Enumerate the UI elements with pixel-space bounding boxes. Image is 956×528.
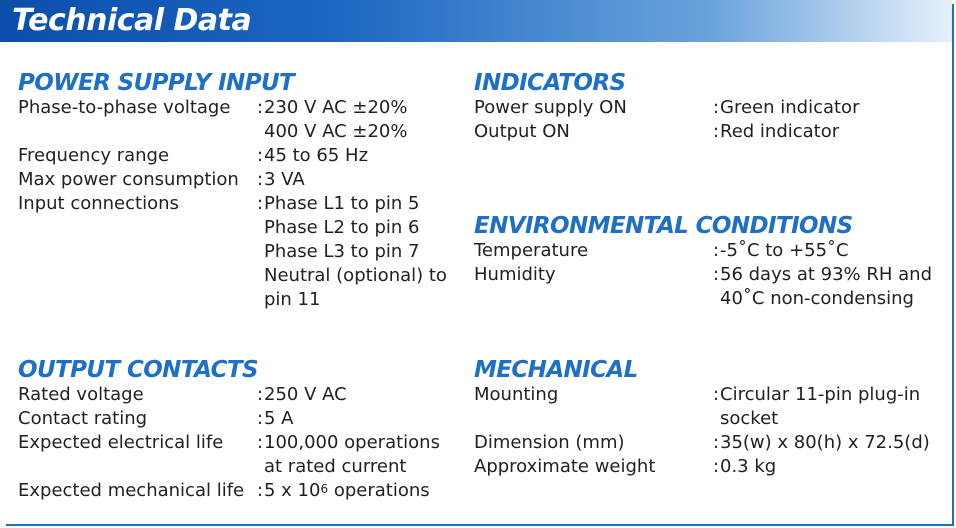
spec-label: Output ON bbox=[474, 121, 570, 142]
spec-row: Rated voltage : 250 V AC bbox=[18, 383, 440, 407]
colon: : bbox=[257, 384, 264, 405]
spec-value: -5˚C to +55˚C bbox=[720, 240, 849, 261]
spec-row: Power supply ON : Green indicator bbox=[474, 96, 859, 120]
spec-row: Humidity : 56 days at 93% RH and 40˚C no… bbox=[474, 263, 932, 311]
colon: : bbox=[257, 145, 264, 166]
spec-row: Temperature : -5˚C to +55˚C bbox=[474, 239, 932, 263]
title-banner: Technical Data bbox=[0, 0, 952, 42]
spec-sheet-frame bbox=[6, 4, 954, 526]
spec-row: Input connections : Phase L1 to pin 5 Ph… bbox=[18, 192, 447, 312]
spec-value: 230 V AC ±20% bbox=[264, 97, 408, 118]
colon: : bbox=[713, 264, 720, 285]
spec-label: Max power consumption bbox=[18, 169, 239, 190]
section-output-contacts: OUTPUT CONTACTS Rated voltage : 250 V AC… bbox=[18, 357, 440, 503]
spec-row: Expected electrical life : 100,000 opera… bbox=[18, 431, 440, 479]
spec-label: Dimension (mm) bbox=[474, 432, 625, 453]
spec-value: 400 V AC ±20% bbox=[264, 121, 408, 142]
section-indicators: INDICATORS Power supply ON : Green indic… bbox=[474, 70, 859, 144]
spec-value: 3 VA bbox=[264, 169, 305, 190]
spec-row: Output ON : Red indicator bbox=[474, 120, 859, 144]
spec-label: Expected electrical life bbox=[18, 432, 224, 453]
spec-value: 250 V AC bbox=[264, 384, 347, 405]
section-heading: OUTPUT CONTACTS bbox=[18, 357, 259, 383]
page-title: Technical Data bbox=[12, 3, 252, 38]
spec-value: 35(w) x 80(h) x 72.5(d) bbox=[720, 432, 930, 453]
spec-value: 100,000 operations bbox=[264, 432, 440, 453]
colon: : bbox=[713, 240, 720, 261]
colon: : bbox=[713, 97, 720, 118]
spec-row: Approximate weight : 0.3 kg bbox=[474, 455, 930, 479]
spec-row: Expected mechanical life : 5 x 106 opera… bbox=[18, 479, 440, 503]
section-mechanical: MECHANICAL Mounting : Circular 11-pin pl… bbox=[474, 357, 930, 479]
spec-value: pin 11 bbox=[264, 289, 321, 310]
spec-row: Dimension (mm) : 35(w) x 80(h) x 72.5(d) bbox=[474, 431, 930, 455]
spec-value: Neutral (optional) to bbox=[264, 265, 447, 286]
colon: : bbox=[257, 408, 264, 429]
spec-value-exponent: 6 bbox=[320, 482, 329, 496]
colon: : bbox=[257, 97, 264, 118]
spec-value-suffix: operations bbox=[328, 480, 430, 501]
colon: : bbox=[713, 432, 720, 453]
spec-label: Input connections bbox=[18, 193, 179, 214]
colon: : bbox=[713, 456, 720, 477]
spec-label: Temperature bbox=[474, 240, 589, 261]
spec-value: at rated current bbox=[264, 456, 407, 477]
colon: : bbox=[257, 193, 264, 214]
spec-value: socket bbox=[720, 408, 779, 429]
spec-value: 0.3 kg bbox=[720, 456, 777, 477]
spec-row: Max power consumption : 3 VA bbox=[18, 168, 447, 192]
spec-label: Humidity bbox=[474, 264, 556, 285]
colon: : bbox=[713, 121, 720, 142]
section-environmental-conditions: ENVIRONMENTAL CONDITIONS Temperature : -… bbox=[474, 213, 932, 311]
spec-value: 5 x 106 operations bbox=[264, 479, 430, 503]
spec-label: Contact rating bbox=[18, 408, 148, 429]
spec-value: Phase L3 to pin 7 bbox=[264, 241, 420, 262]
spec-row: Contact rating : 5 A bbox=[18, 407, 440, 431]
section-heading: MECHANICAL bbox=[474, 357, 638, 383]
spec-label: Power supply ON bbox=[474, 97, 627, 118]
colon: : bbox=[257, 169, 264, 190]
spec-value: Red indicator bbox=[720, 121, 840, 142]
spec-label: Mounting bbox=[474, 384, 559, 405]
colon: : bbox=[257, 432, 264, 453]
spec-value: Phase L2 to pin 6 bbox=[264, 217, 420, 238]
spec-row: Frequency range : 45 to 65 Hz bbox=[18, 144, 447, 168]
spec-value: 45 to 65 Hz bbox=[264, 145, 369, 166]
section-heading: ENVIRONMENTAL CONDITIONS bbox=[474, 213, 853, 239]
spec-value: 5 A bbox=[264, 408, 294, 429]
spec-row: Phase-to-phase voltage : 230 V AC ±20% 4… bbox=[18, 96, 447, 144]
section-heading: INDICATORS bbox=[474, 70, 626, 96]
colon: : bbox=[257, 480, 264, 501]
spec-label: Approximate weight bbox=[474, 456, 656, 477]
spec-label: Frequency range bbox=[18, 145, 170, 166]
section-heading: POWER SUPPLY INPUT bbox=[18, 70, 295, 96]
spec-value: Phase L1 to pin 5 bbox=[264, 193, 420, 214]
section-power-supply-input: POWER SUPPLY INPUT Phase-to-phase voltag… bbox=[18, 70, 447, 312]
spec-label: Rated voltage bbox=[18, 384, 144, 405]
spec-label: Phase-to-phase voltage bbox=[18, 97, 231, 118]
spec-row: Mounting : Circular 11-pin plug-in socke… bbox=[474, 383, 930, 431]
spec-value-base: 5 x 10 bbox=[264, 480, 321, 501]
spec-value: 56 days at 93% RH and bbox=[720, 264, 933, 285]
spec-value: 40˚C non-condensing bbox=[720, 288, 914, 309]
spec-value: Green indicator bbox=[720, 97, 860, 118]
spec-value: Circular 11-pin plug-in bbox=[720, 384, 921, 405]
spec-label: Expected mechanical life bbox=[18, 480, 245, 501]
colon: : bbox=[713, 384, 720, 405]
